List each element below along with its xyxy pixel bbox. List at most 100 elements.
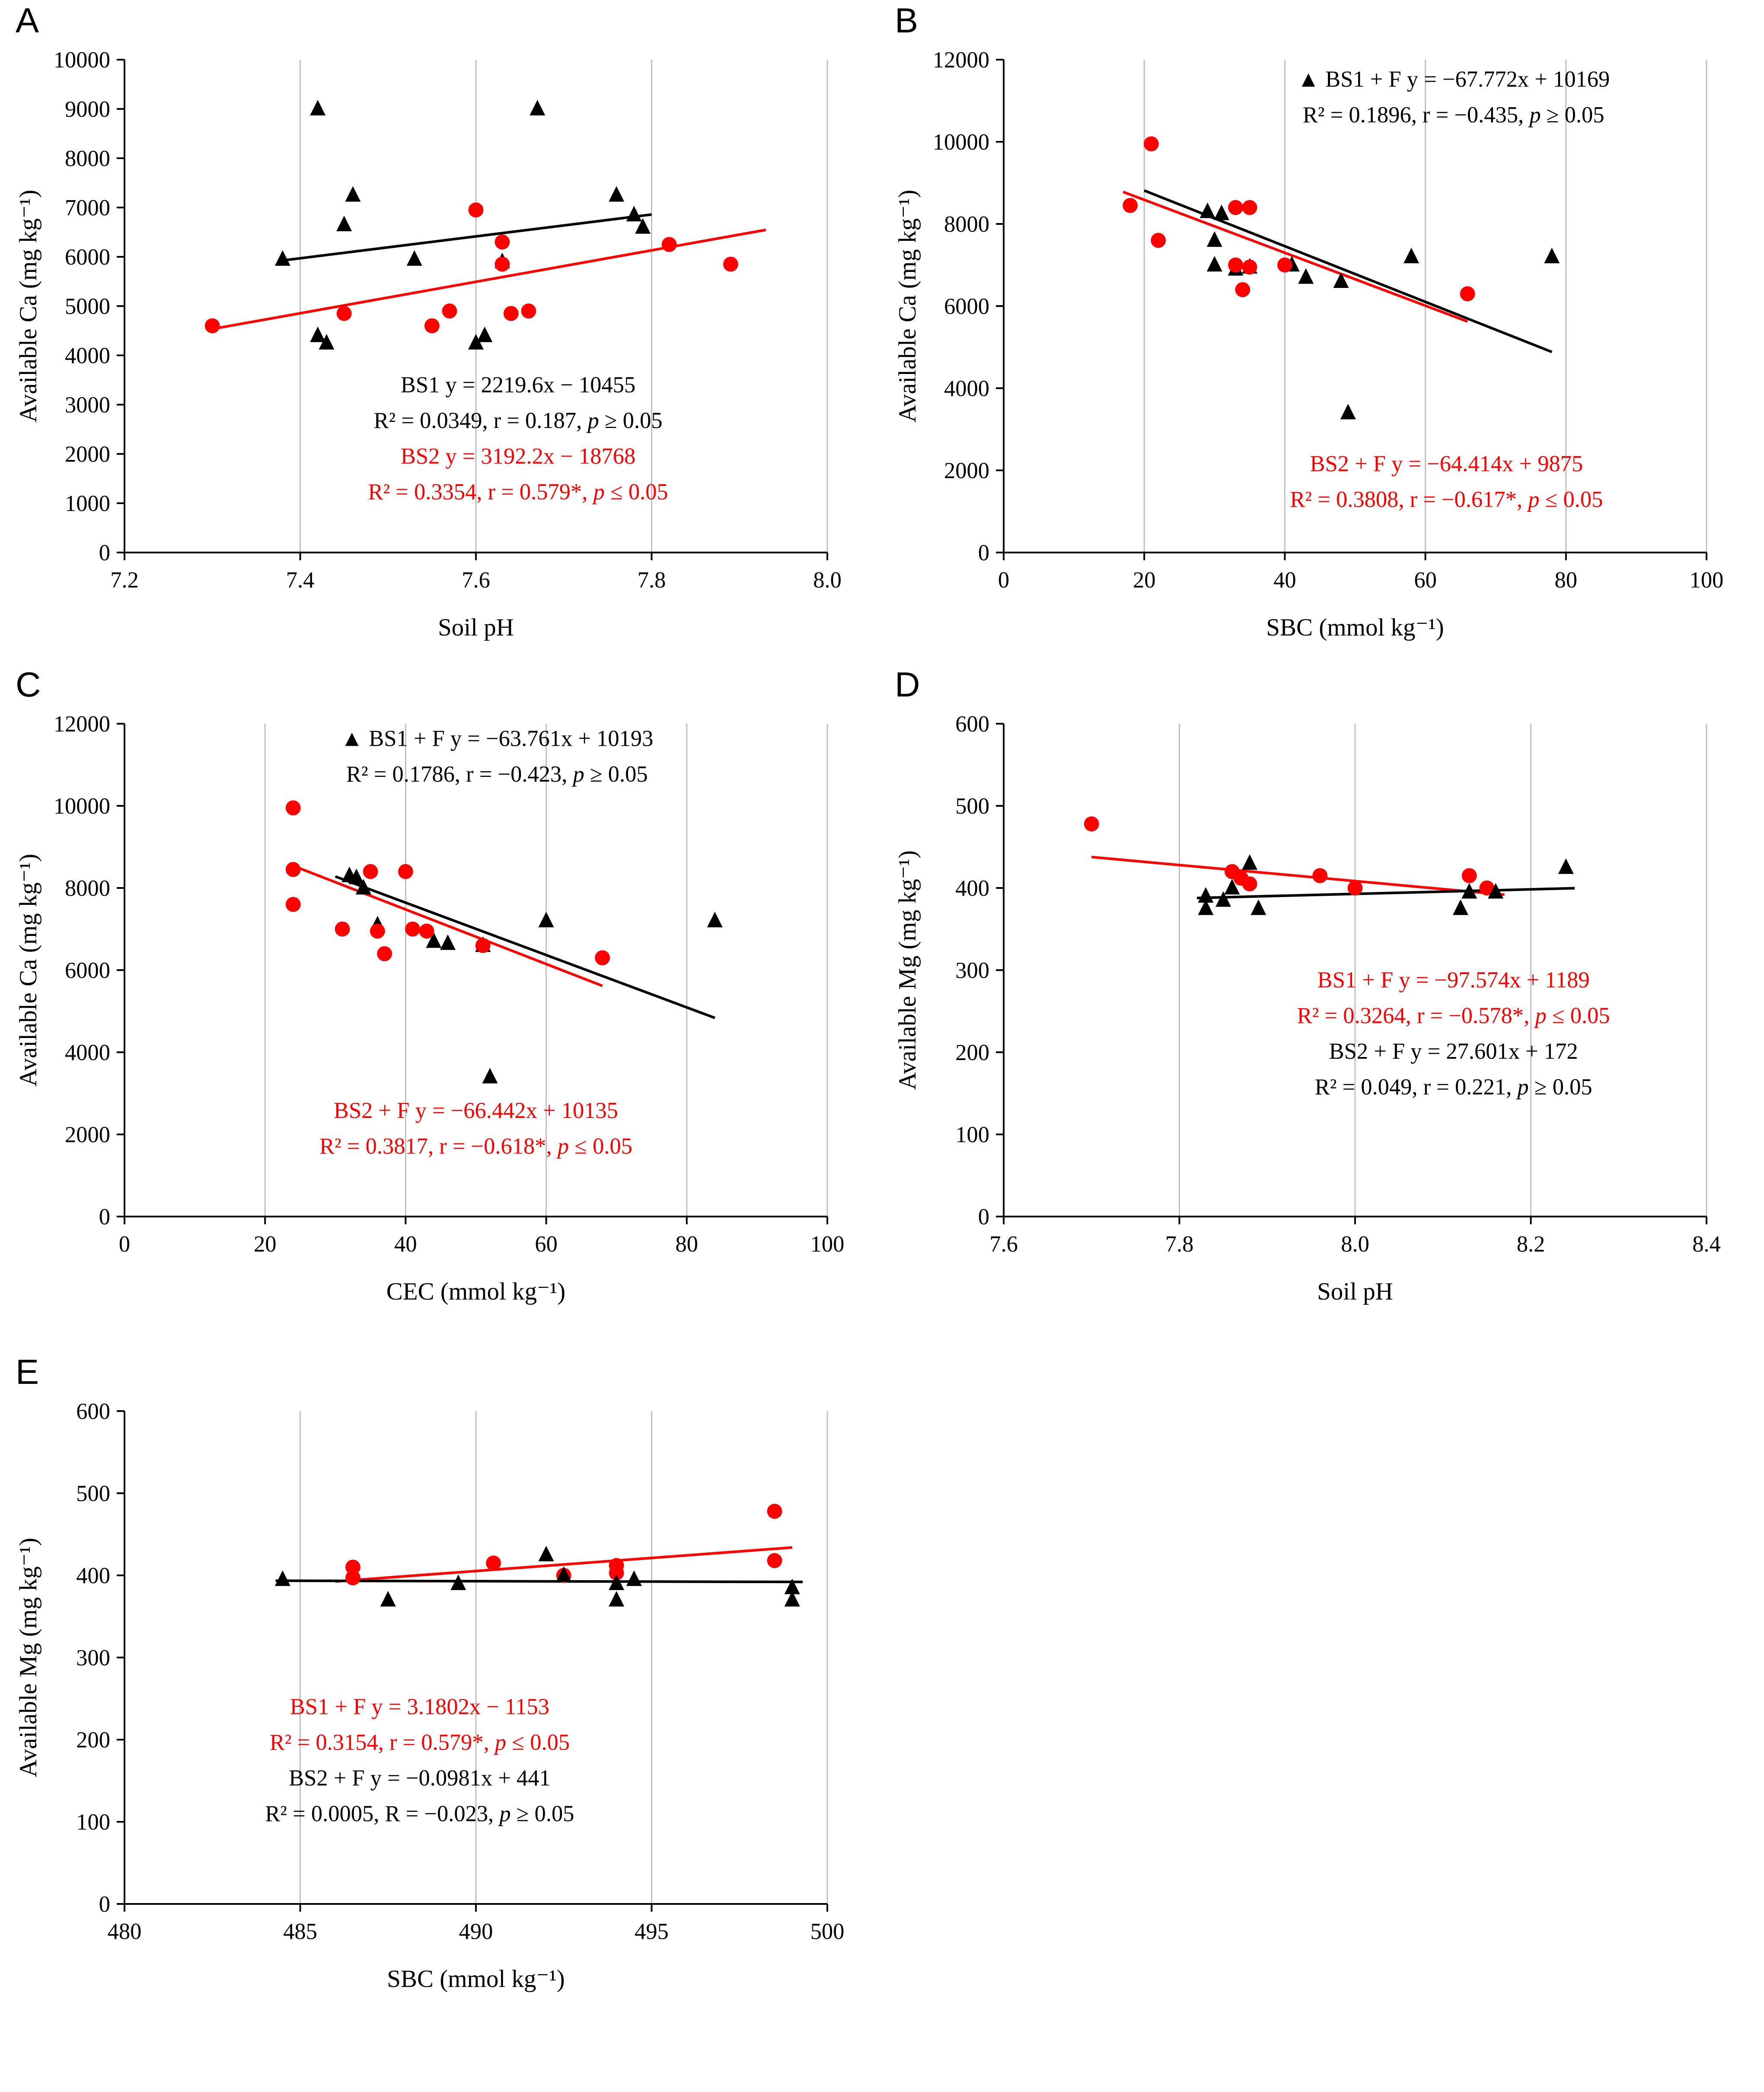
data-point-circle	[1460, 286, 1475, 301]
y-tick-label: 5000	[65, 294, 110, 319]
data-point-circle	[475, 938, 491, 953]
data-point-triangle	[274, 250, 290, 266]
data-point-circle	[595, 950, 610, 965]
panel-label-a: A	[16, 1, 39, 40]
trend-line	[1197, 887, 1575, 900]
data-point-circle	[494, 234, 510, 250]
data-point-triangle	[1250, 899, 1266, 915]
data-point-triangle	[784, 1578, 800, 1594]
panel-label-b: B	[895, 1, 919, 40]
data-point-circle	[377, 946, 392, 961]
y-tick-label: 500	[76, 1481, 110, 1506]
annotation-line: BS2 + F y = −66.442x + 10135	[334, 1098, 618, 1123]
x-tick-label: 7.4	[286, 568, 315, 593]
annotation-line: BS2 + F y = −64.414x + 9875	[1310, 451, 1583, 476]
y-axis-label: Available Ca (mg kg⁻¹)	[15, 854, 42, 1086]
panel-c: C 0 20 40 60 80 100 0 2000 4000 6000 8000 10000 1200…	[0, 664, 879, 1351]
y-tick-label: 2000	[944, 458, 989, 483]
annotation-line: BS2 + F y = 27.601x + 172	[1329, 1039, 1578, 1064]
data-point-circle	[1228, 200, 1243, 215]
data-point-circle	[424, 318, 440, 333]
data-point-triangle	[1333, 272, 1349, 288]
data-point-triangle	[556, 1566, 572, 1582]
data-point-circle	[204, 318, 220, 333]
y-tick-label: 200	[76, 1728, 110, 1753]
data-point-circle	[336, 306, 352, 321]
data-point-triangle	[609, 186, 625, 202]
trend-line	[335, 875, 715, 1019]
y-tick-label: 0	[978, 1204, 989, 1230]
data-point-triangle	[348, 869, 364, 885]
panel-a: A 7.2 7.4 7.6 7.8 8.0 0 1000 2000 3000 4000 5000 60…	[0, 0, 879, 664]
data-point-circle	[767, 1504, 782, 1519]
annotation-line: BS1 y = 2219.6x − 10455	[401, 373, 635, 398]
x-tick-label: 100	[810, 1232, 845, 1257]
x-axis-label: SBC (mmol kg⁻¹)	[387, 1965, 565, 1993]
x-tick-label: 485	[283, 1919, 317, 1944]
y-tick-label: 4000	[65, 1040, 110, 1065]
trend-line	[1091, 856, 1505, 896]
data-point-triangle	[1298, 268, 1314, 284]
chart-d: 7.6 7.8 8.0 8.2 8.4 0 100 200 300 400 500 600 Soil p…	[894, 712, 1721, 1305]
y-tick-label: 100	[955, 1122, 989, 1147]
x-tick-label: 480	[108, 1919, 142, 1944]
data-point-triangle	[345, 186, 361, 202]
data-point-triangle	[538, 912, 554, 927]
data-point-circle	[1347, 880, 1363, 896]
data-point-circle	[468, 202, 484, 218]
data-point-triangle	[1214, 204, 1230, 220]
chart-c: 0 20 40 60 80 100 0 2000 4000 6000 8000 10000 12000 C…	[15, 712, 845, 1305]
annotation-line: R² = 0.0005, R = −0.023, p ≥ 0.05	[265, 1801, 574, 1827]
data-point-triangle	[530, 100, 545, 115]
y-tick-label: 400	[955, 876, 989, 901]
annotation-line: R² = 0.3808, r = −0.617*, p ≤ 0.05	[1290, 487, 1603, 512]
data-point-triangle	[1404, 248, 1419, 263]
data-point-circle	[442, 303, 457, 319]
data-point-triangle	[626, 1570, 642, 1586]
y-tick-label: 6000	[944, 294, 989, 319]
data-point-triangle	[1242, 854, 1258, 870]
x-tick-label: 8.4	[1692, 1232, 1721, 1257]
x-tick-label: 7.8	[1165, 1232, 1194, 1257]
data-point-triangle	[626, 206, 642, 222]
x-tick-label: 40	[1273, 568, 1296, 593]
y-tick-label: 100	[76, 1810, 110, 1835]
y-tick-label: 500	[955, 794, 989, 819]
panel-d: D 7.6 7.8 8.0 8.2 8.4 0 100 200 300 400 500 600 Soil…	[879, 664, 1764, 1351]
data-point-triangle	[1488, 883, 1504, 899]
y-tick-label: 8000	[944, 212, 989, 237]
trend-line	[335, 1546, 792, 1583]
annotation-line: R² = 0.0349, r = 0.187, p ≥ 0.05	[373, 408, 662, 433]
data-point-circle	[370, 923, 385, 939]
y-tick-label: 600	[76, 1399, 110, 1424]
y-tick-label: 0	[99, 1204, 110, 1230]
data-point-triangle	[1461, 883, 1477, 899]
data-point-triangle	[355, 879, 371, 894]
data-point-circle	[609, 1565, 624, 1581]
trend-line	[293, 864, 603, 987]
x-tick-label: 8.0	[1341, 1232, 1369, 1257]
chart-b: 0 20 40 60 80 100 0 2000 4000 6000 8000 10000 12000 S…	[894, 48, 1723, 641]
y-tick-label: 6000	[65, 245, 110, 270]
annotation-line: R² = 0.3154, r = 0.579*, p ≤ 0.05	[270, 1730, 570, 1755]
y-tick-label: 9000	[65, 97, 110, 122]
annotation-line: ▲ BS1 + F y = −63.761x + 10193	[341, 726, 653, 751]
x-tick-label: 7.2	[110, 568, 139, 593]
panel-label-c: C	[16, 665, 41, 704]
data-point-triangle	[450, 1575, 466, 1590]
annotation-line: BS2 + F y = −0.0981x + 441	[289, 1766, 551, 1791]
data-point-triangle	[319, 334, 335, 350]
data-point-triangle	[538, 1546, 554, 1562]
data-point-circle	[767, 1553, 782, 1568]
data-point-circle	[1479, 880, 1495, 896]
data-point-triangle	[1199, 202, 1215, 218]
data-point-circle	[1144, 136, 1159, 152]
y-tick-label: 300	[76, 1645, 110, 1670]
data-point-circle	[1242, 259, 1257, 275]
y-tick-label: 400	[76, 1563, 110, 1588]
y-tick-label: 0	[99, 540, 110, 565]
x-tick-label: 80	[676, 1232, 699, 1257]
y-tick-label: 8000	[65, 876, 110, 901]
